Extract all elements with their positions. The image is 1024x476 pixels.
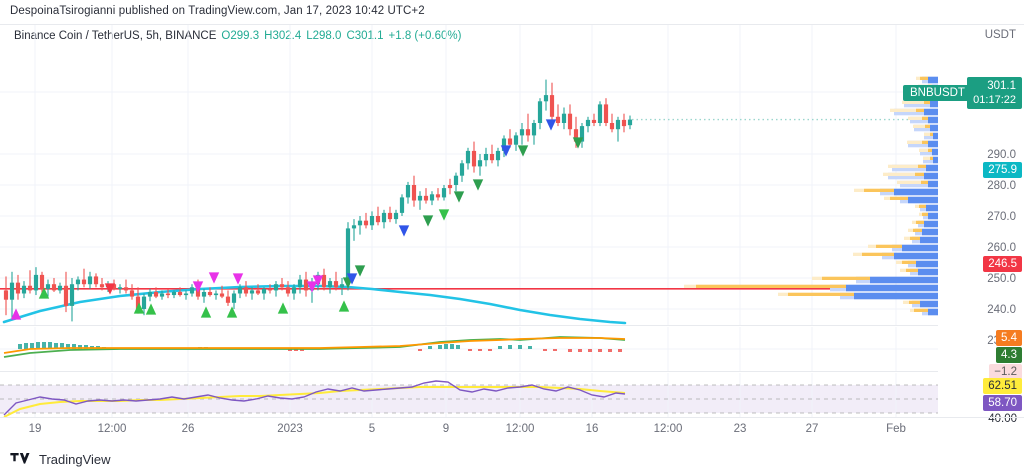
marker-down — [517, 145, 529, 157]
legend-close: C301.1 — [346, 30, 384, 42]
marker-up — [10, 308, 22, 320]
axis-unit-label: USDT — [984, 29, 1016, 41]
legend-low: L298.0 — [306, 30, 342, 42]
time-tick-2: 26 — [181, 423, 195, 435]
rsi-line — [3, 380, 626, 416]
marker-down — [545, 119, 557, 131]
legend-open: O299.3 — [221, 30, 260, 42]
last-price-badge[interactable]: 301.1 01:17:22 — [967, 77, 1022, 109]
time-tick-10: 27 — [805, 423, 819, 435]
time-tick-6: 12:00 — [505, 423, 535, 435]
time-tick-4: 5 — [368, 423, 376, 435]
marker-down — [422, 215, 434, 227]
marker-down — [572, 137, 584, 149]
time-tick-3: 2023 — [277, 423, 303, 435]
symbol-price-label[interactable]: BNBUSDT — [903, 85, 972, 101]
legend-symbol: Binance Coin / TetherUS, 5h, BINANCE — [14, 30, 217, 42]
price-tick-240.0: 240.0 — [987, 304, 1016, 316]
rsi-plot[interactable] — [0, 373, 938, 417]
bar-countdown: 01:17:22 — [973, 94, 1016, 106]
time-tick-8: 12:00 — [653, 423, 683, 435]
tradingview-wordmark: TradingView — [39, 452, 111, 467]
marker-down — [104, 283, 116, 295]
support-value-badge[interactable]: 246.5 — [983, 256, 1022, 272]
marker-up — [133, 302, 145, 314]
price-tick-250.0: 250.0 — [987, 273, 1016, 285]
time-tick-7: 16 — [585, 423, 599, 435]
time-tick-0: 19 — [28, 423, 42, 435]
legend-change: +1.8 (+0.60%) — [388, 30, 462, 42]
price-tick-270.0: 270.0 — [987, 211, 1016, 223]
pane-divider-2 — [0, 371, 1024, 372]
macd-histogram — [18, 342, 622, 352]
marker-down — [208, 272, 220, 284]
marker-up — [38, 287, 50, 299]
marker-down — [472, 179, 484, 191]
macd-pane[interactable] — [0, 327, 938, 371]
price-pane[interactable] — [0, 25, 938, 325]
marker-down — [354, 265, 366, 277]
header-divider — [0, 24, 1024, 25]
footer-brand[interactable]: TradingView — [10, 452, 111, 467]
marker-down — [438, 209, 450, 221]
time-tick-11: Feb — [886, 423, 906, 435]
chart-legend[interactable]: Binance Coin / TetherUS, 5h, BINANCE O299… — [14, 30, 461, 42]
last-price-value: 301.1 — [987, 80, 1016, 92]
price-axis[interactable]: USDT 310.0290.0280.0270.0260.0250.0240.0… — [938, 25, 1024, 425]
time-tick-5: 9 — [442, 423, 450, 435]
time-axis[interactable]: 19 12:00 26 2023 5 9 12:00 16 12:00 23 27 Feb — [0, 418, 1024, 444]
rsi-badge-2[interactable]: 58.70 — [983, 395, 1022, 411]
rsi-pane[interactable] — [0, 373, 938, 417]
marker-down — [398, 225, 410, 237]
marker-up — [226, 306, 238, 318]
tradingview-logo-icon — [10, 453, 30, 464]
price-tick-280.0: 280.0 — [987, 180, 1016, 192]
price-tick-260.0: 260.0 — [987, 242, 1016, 254]
moving-average-line — [2, 284, 627, 325]
price-plot[interactable] — [0, 25, 938, 325]
time-axis-divider — [0, 417, 1024, 418]
macd-badge-3[interactable]: −1.2 — [989, 364, 1022, 380]
price-tick-290.0: 290.0 — [987, 149, 1016, 161]
candlestick-series — [3, 79, 633, 322]
marker-down — [192, 281, 204, 293]
macd-plot[interactable] — [0, 327, 938, 371]
signal-markers — [10, 119, 584, 320]
marker-up — [145, 303, 157, 315]
time-tick-9: 23 — [733, 423, 747, 435]
legend-high: H302.4 — [264, 30, 302, 42]
macd-badge-2[interactable]: 4.3 — [996, 347, 1022, 363]
marker-down — [346, 273, 358, 285]
marker-up — [277, 302, 289, 314]
rsi-badge-3[interactable]: 40.00 — [988, 413, 1017, 425]
marker-down — [232, 273, 244, 285]
volume-profile — [684, 76, 938, 316]
ma-value-badge[interactable]: 275.9 — [983, 162, 1022, 178]
marker-down — [306, 281, 318, 293]
marker-up — [200, 306, 212, 318]
attribution-text: DespoinaTsirogianni published on Trading… — [10, 5, 425, 17]
macd-badge-1[interactable]: 5.4 — [996, 330, 1022, 346]
time-tick-1: 12:00 — [97, 423, 127, 435]
marker-down — [500, 145, 512, 157]
rsi-badge-1[interactable]: 62.51 — [983, 378, 1022, 394]
marker-down — [312, 275, 324, 287]
marker-down — [453, 191, 465, 203]
marker-up — [338, 300, 350, 312]
macd-line — [3, 337, 626, 354]
pane-divider-1 — [0, 325, 1024, 326]
